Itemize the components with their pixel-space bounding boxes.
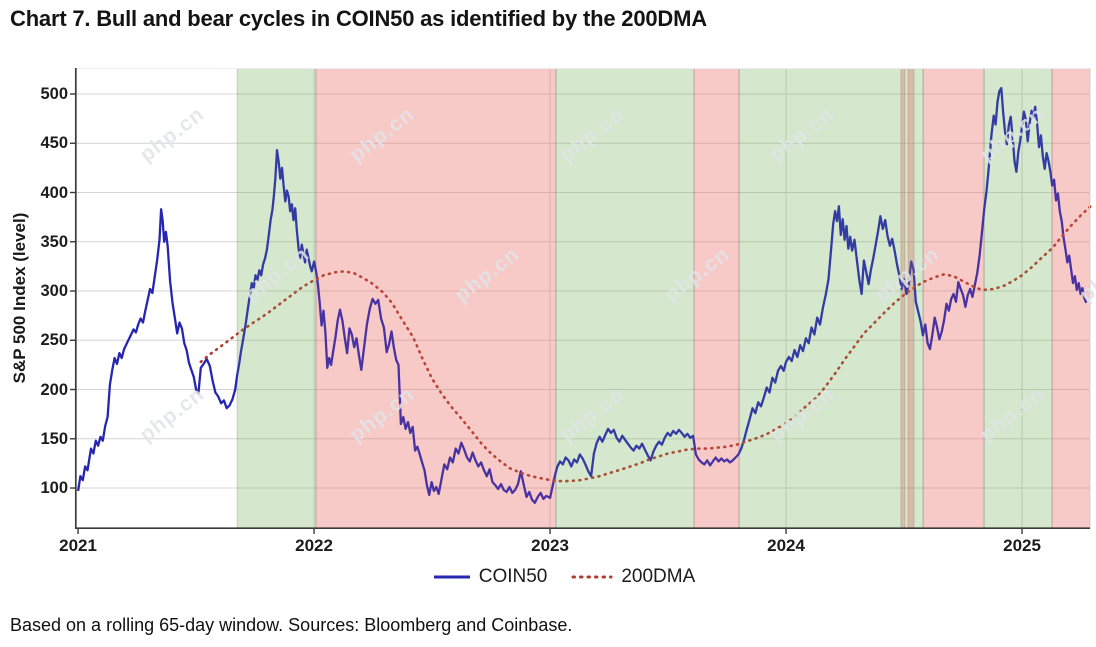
footnote: Based on a rolling 65-day window. Source… [10,615,573,635]
coin50-line-swatch [433,575,470,579]
x-tick-label: 2023 [531,536,569,555]
x-tick-label: 2025 [1003,536,1041,555]
x-tick-label: 2024 [767,536,805,555]
plot-area: php.cn php.cn php.cn php.cn php.cn php.cn php.… [70,68,1096,534]
y-tick-label: 150 [40,429,68,448]
legend: COIN50 200DMA [16,566,1096,588]
legend-label-200dma: 200DMA [621,566,696,587]
chart-title: Chart 7. Bull and bear cycles in COIN50 … [10,6,707,31]
y-tick-label: 300 [40,282,68,300]
x-tick-label: 2021 [59,536,97,555]
y-tick-label: 350 [40,232,68,251]
x-tick-label: 2022 [295,536,333,555]
dma-dotted-swatch [571,575,613,579]
legend-label-coin50: COIN50 [478,566,548,587]
plot-svg [70,68,1092,534]
y-tick-label: 400 [40,183,68,202]
y-tick-label: 450 [40,134,68,153]
y-tick-label: 100 [40,479,68,498]
y-tick-label: 500 [40,85,68,103]
legend-item-coin50: COIN50 [433,566,548,588]
y-tick-label: 250 [40,331,68,350]
legend-item-200dma: 200DMA [571,566,695,588]
y-tick-label: 200 [40,380,68,399]
